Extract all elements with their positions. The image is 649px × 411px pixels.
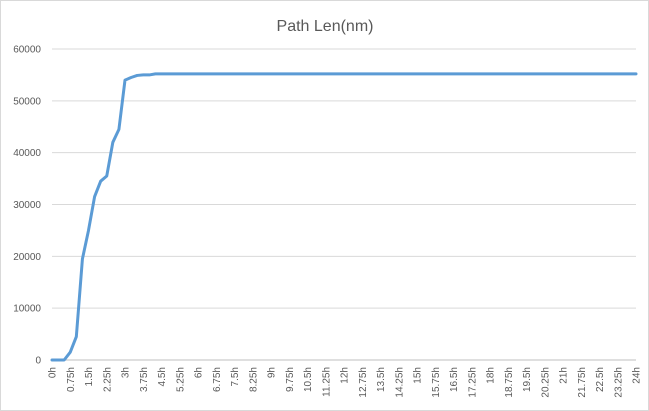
y-tick-label: 60000 bbox=[13, 45, 41, 56]
x-tick-label: 15.75h bbox=[431, 367, 442, 398]
x-tick-label: 15h bbox=[413, 367, 424, 384]
series-layer bbox=[50, 72, 638, 362]
y-tick-labels: 0 10000 20000 30000 40000 50000 60000 bbox=[13, 45, 41, 367]
x-tick-label: 14.25h bbox=[394, 367, 405, 398]
x-tick-label: 3.75h bbox=[139, 367, 150, 392]
x-tick-label: 11.25h bbox=[321, 367, 332, 397]
x-tick-label: 2.25h bbox=[102, 367, 113, 392]
x-tick-label: 7.5h bbox=[230, 367, 241, 386]
x-tick-label: 16.5h bbox=[449, 367, 460, 392]
x-tick-label: 10.5h bbox=[303, 367, 314, 392]
x-tick-label: 9h bbox=[267, 367, 278, 378]
series-line bbox=[50, 72, 638, 362]
x-tick-label: 12.75h bbox=[358, 367, 369, 398]
gridlines bbox=[52, 48, 636, 309]
x-tick-label: 18.75h bbox=[504, 367, 515, 398]
x-tick-label: 5.25h bbox=[175, 367, 186, 392]
x-tick-label: 17.25h bbox=[467, 367, 478, 398]
y-tick-label: 50000 bbox=[13, 96, 41, 107]
x-tick-label: 8.25h bbox=[248, 367, 259, 392]
x-tick-label: 21h bbox=[559, 367, 570, 384]
x-tick-label: 23.25h bbox=[613, 367, 624, 398]
x-tick-label: 9.75h bbox=[285, 367, 296, 392]
x-tick-label: 6.75h bbox=[212, 367, 223, 392]
y-tick-label: 30000 bbox=[13, 200, 41, 211]
x-tick-label: 0.75h bbox=[66, 367, 77, 392]
x-tick-label: 22.5h bbox=[595, 367, 606, 392]
y-tick-label: 0 bbox=[35, 356, 41, 367]
x-tick-label: 13.5h bbox=[376, 367, 387, 392]
x-tick-label: 18h bbox=[486, 367, 497, 384]
y-tick-label: 10000 bbox=[13, 304, 41, 315]
x-tick-label: 20.25h bbox=[540, 367, 551, 398]
x-tick-label: 3h bbox=[121, 367, 132, 378]
x-tick-label: 4.5h bbox=[157, 367, 168, 386]
x-tick-label: 6h bbox=[194, 367, 205, 378]
y-tick-label: 20000 bbox=[13, 252, 41, 263]
x-tick-label: 0h bbox=[48, 367, 59, 378]
x-tick-label: 12h bbox=[340, 367, 351, 384]
x-tick-label: 1.5h bbox=[84, 367, 95, 386]
chart-title: Path Len(nm) bbox=[277, 18, 374, 35]
x-tick-label: 19.5h bbox=[522, 367, 533, 392]
y-tick-label: 40000 bbox=[13, 148, 41, 159]
x-tick-label: 21.75h bbox=[577, 367, 588, 398]
x-tick-labels: 0h 0.75h 1.5h 2.25h 3h 3.75h 4.5h 5.25h 6h 6.75h 7… bbox=[48, 367, 643, 398]
x-tick-label: 24h bbox=[632, 367, 643, 384]
